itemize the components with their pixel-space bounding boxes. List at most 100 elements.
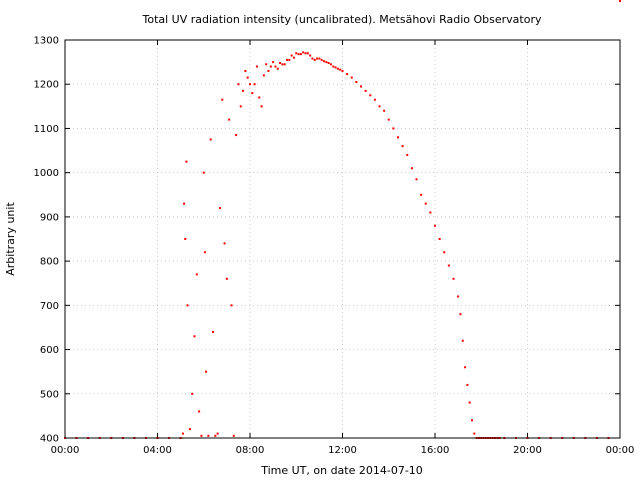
- data-point: [230, 304, 233, 307]
- data-point: [218, 207, 221, 210]
- y-tick-label: 1000: [34, 168, 59, 179]
- data-point: [459, 313, 462, 316]
- data-point: [191, 392, 194, 395]
- data-point: [452, 277, 455, 280]
- data-point: [313, 58, 316, 61]
- data-point: [267, 69, 270, 72]
- y-tick-label: 1200: [34, 80, 59, 91]
- data-point: [424, 202, 427, 205]
- data-point: [251, 92, 254, 95]
- data-point: [397, 136, 399, 139]
- x-tick-label: 00:00: [606, 445, 635, 456]
- data-point: [239, 105, 242, 108]
- data-point: [225, 277, 228, 280]
- data-point: [387, 118, 390, 121]
- data-point: [383, 109, 386, 112]
- x-tick-label: 16:00: [421, 445, 450, 456]
- data-point: [410, 167, 413, 170]
- data-point: [461, 339, 464, 342]
- data-point: [288, 58, 291, 61]
- chart-title: Total UV radiation intensity (uncalibrat…: [142, 13, 542, 26]
- data-point: [207, 434, 210, 437]
- data-point: [323, 60, 325, 63]
- data-point: [276, 67, 279, 70]
- data-point: [415, 178, 418, 181]
- x-tick-label: 04:00: [143, 445, 172, 456]
- data-point: [443, 251, 446, 254]
- data-point: [253, 83, 256, 86]
- data-point: [438, 238, 441, 240]
- data-point: [269, 65, 272, 68]
- data-point: [339, 68, 342, 71]
- axis-ticks: 00:00 04:00 08:00 12:00 16:00 20:00 00:0040050…: [34, 36, 635, 457]
- data-point: [299, 53, 302, 56]
- data-point: [195, 273, 198, 276]
- data-point: [420, 193, 423, 196]
- data-point: [228, 118, 231, 121]
- data-point: [447, 264, 450, 267]
- data-point: [198, 410, 201, 413]
- data-point: [364, 89, 367, 92]
- data-point: [311, 57, 314, 60]
- data-point: [295, 52, 298, 55]
- data-point: [464, 366, 467, 369]
- y-tick-label: 600: [40, 345, 59, 356]
- data-point: [260, 105, 263, 108]
- data-point: [249, 83, 251, 86]
- data-point: [325, 61, 328, 64]
- data-point: [183, 202, 186, 205]
- data-point: [193, 335, 196, 338]
- x-tick-label: 00:00: [51, 445, 80, 456]
- data-point: [244, 69, 247, 72]
- y-tick-label: 1300: [34, 36, 59, 47]
- data-point: [274, 65, 277, 68]
- data-point: [216, 432, 219, 435]
- data-point: [318, 57, 321, 60]
- data-point: [186, 304, 189, 307]
- data-point: [242, 89, 245, 92]
- data-point: [205, 370, 208, 373]
- data-point: [232, 434, 235, 437]
- data-point: [355, 81, 358, 84]
- data-point: [237, 83, 240, 86]
- y-tick-label: 500: [40, 389, 59, 400]
- x-tick-label: 08:00: [236, 445, 265, 456]
- data-point: [188, 428, 191, 431]
- data-point: [283, 63, 286, 66]
- data-point: [221, 98, 224, 101]
- data-point: [181, 432, 184, 435]
- data-point: [392, 127, 395, 130]
- data-point: [457, 295, 460, 298]
- data-point: [290, 54, 293, 57]
- data-point: [272, 61, 275, 64]
- data-point: [336, 67, 339, 70]
- y-tick-label: 800: [40, 257, 59, 268]
- data-point: [265, 63, 268, 66]
- y-axis-label: Arbitrary unit: [4, 202, 17, 276]
- data-point: [373, 98, 376, 101]
- data-point: [334, 66, 337, 69]
- data-point: [471, 419, 473, 422]
- data-point: [184, 238, 187, 240]
- x-tick-label: 12:00: [328, 445, 357, 456]
- y-tick-label: 900: [40, 212, 59, 223]
- data-point: [292, 56, 295, 59]
- data-point: [468, 401, 471, 404]
- data-point: [281, 63, 284, 66]
- data-point: [619, 0, 621, 2]
- grid: [65, 40, 620, 438]
- data-point: [434, 224, 436, 227]
- data-point: [378, 105, 381, 108]
- data-point: [302, 51, 305, 54]
- data-point: [306, 52, 309, 55]
- data-point: [360, 85, 362, 88]
- y-tick-label: 400: [40, 434, 59, 445]
- data-point: [320, 58, 323, 61]
- data-point: [346, 73, 349, 76]
- data-point: [214, 434, 217, 437]
- data-point: [350, 76, 353, 79]
- data-point: [332, 65, 335, 68]
- y-tick-label: 700: [40, 301, 59, 312]
